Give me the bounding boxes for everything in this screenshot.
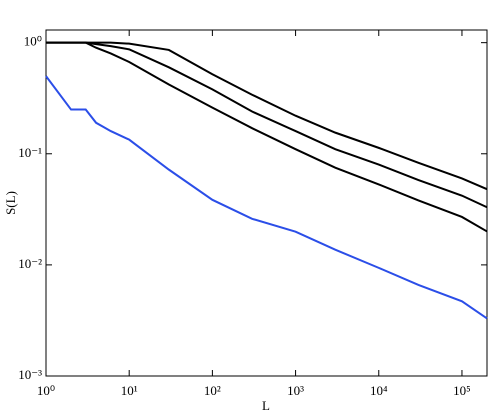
x-axis-label: L bbox=[262, 398, 270, 413]
y-tick-label: 10⁻³ bbox=[18, 367, 42, 382]
x-tick-label: 10¹ bbox=[121, 383, 138, 398]
y-axis-label: S(L) bbox=[3, 191, 18, 215]
series-line bbox=[46, 41, 488, 191]
y-tick-label: 10⁰ bbox=[24, 34, 42, 49]
plot-frame bbox=[45, 29, 488, 377]
y-tick-label: 10⁻¹ bbox=[18, 145, 42, 160]
series-line bbox=[45, 75, 488, 320]
series-line bbox=[46, 41, 488, 233]
x-tick-label: 10³ bbox=[287, 383, 304, 398]
x-tick-label: 10⁴ bbox=[370, 383, 388, 398]
x-tick-label: 10² bbox=[204, 383, 221, 398]
series-line bbox=[46, 41, 488, 209]
x-tick-label: 10⁵ bbox=[453, 383, 471, 398]
x-tick-label: 10⁰ bbox=[37, 383, 55, 398]
y-tick-label: 10⁻² bbox=[18, 256, 42, 271]
